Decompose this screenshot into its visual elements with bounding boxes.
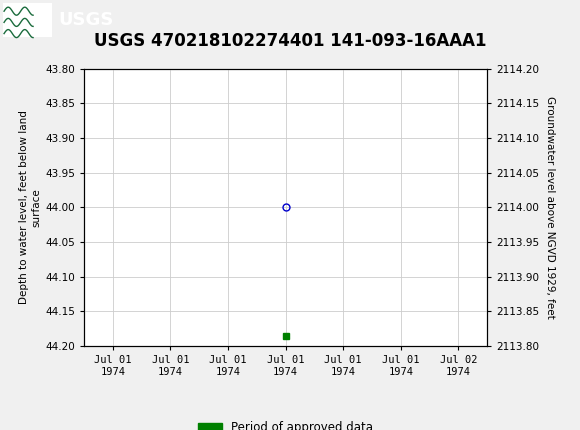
Text: USGS 470218102274401 141-093-16AAA1: USGS 470218102274401 141-093-16AAA1	[94, 32, 486, 50]
FancyBboxPatch shape	[3, 3, 52, 37]
Y-axis label: Depth to water level, feet below land
surface: Depth to water level, feet below land su…	[20, 111, 41, 304]
Bar	[283, 333, 288, 338]
Legend: Period of approved data: Period of approved data	[193, 416, 378, 430]
Text: USGS: USGS	[58, 11, 113, 29]
Y-axis label: Groundwater level above NGVD 1929, feet: Groundwater level above NGVD 1929, feet	[545, 96, 555, 319]
